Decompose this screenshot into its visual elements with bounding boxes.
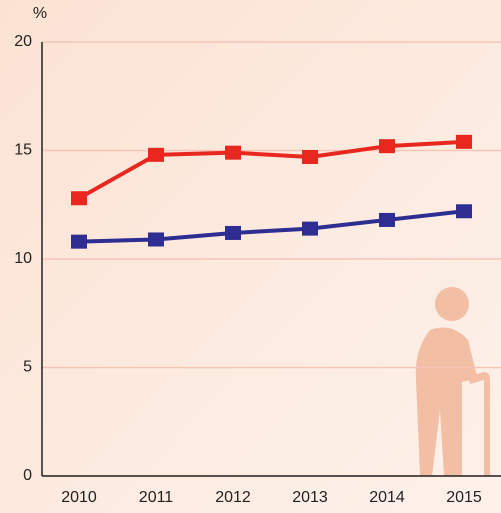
point-marker: [456, 204, 472, 219]
x-tick-label: 2010: [61, 489, 97, 506]
point-marker: [148, 232, 164, 247]
point-marker: [225, 145, 241, 160]
y-tick-label: 5: [23, 359, 32, 376]
point-marker: [302, 221, 318, 236]
y-unit: %: [33, 5, 47, 22]
series-line: [78, 139, 465, 200]
point-marker: [302, 150, 318, 165]
x-tick-label: 2011: [139, 489, 174, 506]
y-tick-label: 10: [14, 250, 32, 267]
x-tick-label: 2012: [215, 489, 251, 506]
point-marker: [456, 134, 472, 149]
y-tick-label: 20: [14, 33, 32, 50]
series-line: [78, 209, 465, 244]
x-tick-label: 2014: [369, 489, 405, 506]
point-marker: [71, 234, 87, 249]
point-marker: [71, 191, 87, 206]
point-marker: [225, 225, 241, 240]
point-marker: [379, 139, 395, 154]
x-tick-label: 2015: [446, 489, 482, 506]
elderly-icon: [415, 287, 490, 476]
point-marker: [148, 147, 164, 162]
y-tick-label: 0: [23, 467, 32, 484]
y-tick-label: 15: [14, 142, 32, 159]
point-marker: [379, 212, 395, 227]
x-tick-label: 2013: [292, 489, 328, 506]
